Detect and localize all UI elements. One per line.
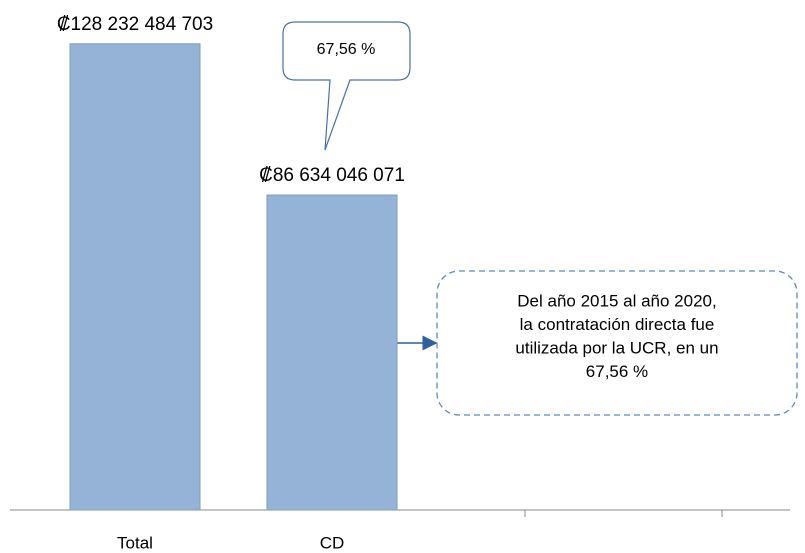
callout-text: 67,56 % (317, 41, 376, 58)
note-line: 67,56 % (586, 362, 648, 381)
x-tick-label: CD (320, 533, 345, 552)
callout-bubble (282, 21, 411, 151)
bar (266, 194, 398, 511)
note-line: Del año 2015 al año 2020, (517, 291, 716, 310)
note-line: la contratación directa fue (520, 315, 715, 334)
bar (69, 43, 201, 511)
x-tick-label: Total (117, 533, 153, 552)
note-text: Del año 2015 al año 2020, la contratación… (515, 291, 718, 381)
value-label: ₡86 634 046 071 (259, 165, 405, 186)
note-line: utilizada por la UCR, en un (515, 338, 718, 357)
value-label: ₡128 232 484 703 (57, 14, 213, 35)
